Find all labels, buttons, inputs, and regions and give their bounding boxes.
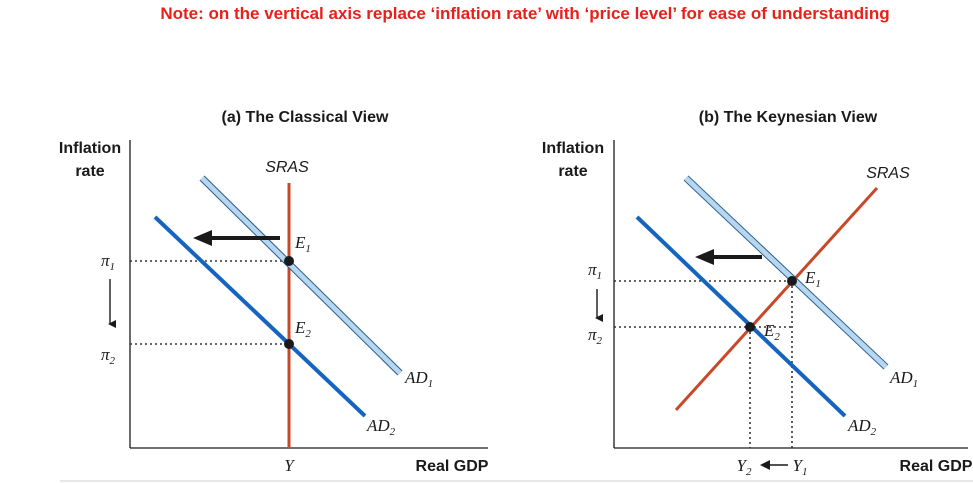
panel-b-y1-label: Y1 xyxy=(793,456,808,478)
panel-a-pi1-label: π1 xyxy=(101,251,115,273)
panel-a-ad1-label: AD1 xyxy=(404,368,433,390)
panel-a-shift-arrowhead xyxy=(193,230,212,246)
panel-a-classical: (a) The Classical View Inflation rate Re… xyxy=(59,109,489,475)
panel-a-e1-label: E1 xyxy=(294,233,311,255)
panel-a-x-axis-label: Real GDP xyxy=(416,458,489,475)
panel-b-sras-curve xyxy=(674,186,879,412)
panel-b-ad1-label: AD1 xyxy=(889,368,918,390)
panel-b-keynesian: (b) The Keynesian View Inflation rate Re… xyxy=(542,109,973,478)
panel-a-ad1-curve xyxy=(200,176,402,375)
panel-a-title: (a) The Classical View xyxy=(222,109,389,126)
panel-b-sras-label: SRAS xyxy=(866,165,910,182)
panel-b-e2-point xyxy=(745,322,755,332)
panel-b-pi1-label: π1 xyxy=(588,260,602,282)
panel-b-title: (b) The Keynesian View xyxy=(699,109,878,126)
panel-b-x-axis-label: Real GDP xyxy=(900,458,973,475)
panel-b-y-shift-arrowhead xyxy=(760,460,770,470)
panel-a-y-axis-label: Inflation xyxy=(59,140,121,157)
panel-a-sras-label: SRAS xyxy=(265,159,309,176)
panel-b-e2-label: E2 xyxy=(763,321,780,343)
panel-a-pi2-label: π2 xyxy=(101,345,116,367)
panel-a-e1-point xyxy=(284,256,294,266)
panel-a-e2-point xyxy=(284,339,294,349)
panel-b-shift-arrowhead xyxy=(695,249,714,265)
panel-b-e1-label: E1 xyxy=(804,268,821,290)
panel-b-e1-point xyxy=(787,276,797,286)
panel-b-y-axis-label-2: rate xyxy=(558,163,587,180)
panel-a-y-axis-label-2: rate xyxy=(75,163,104,180)
panel-b-ad2-curve xyxy=(635,215,847,418)
panel-a-ad2-label: AD2 xyxy=(366,416,396,438)
panel-b-ad1-curve xyxy=(684,176,888,369)
panel-b-y2-label: Y2 xyxy=(737,456,752,478)
panel-b-y-axis-label: Inflation xyxy=(542,140,604,157)
panel-a-y-label: Y xyxy=(284,456,295,475)
note-banner: Note: on the vertical axis replace ‘infl… xyxy=(160,4,890,23)
panel-b-pi2-label: π2 xyxy=(588,325,603,347)
panel-a-e2-label: E2 xyxy=(294,318,311,340)
panel-b-ad2-label: AD2 xyxy=(847,416,877,438)
panel-a-ad2-curve xyxy=(153,215,367,418)
